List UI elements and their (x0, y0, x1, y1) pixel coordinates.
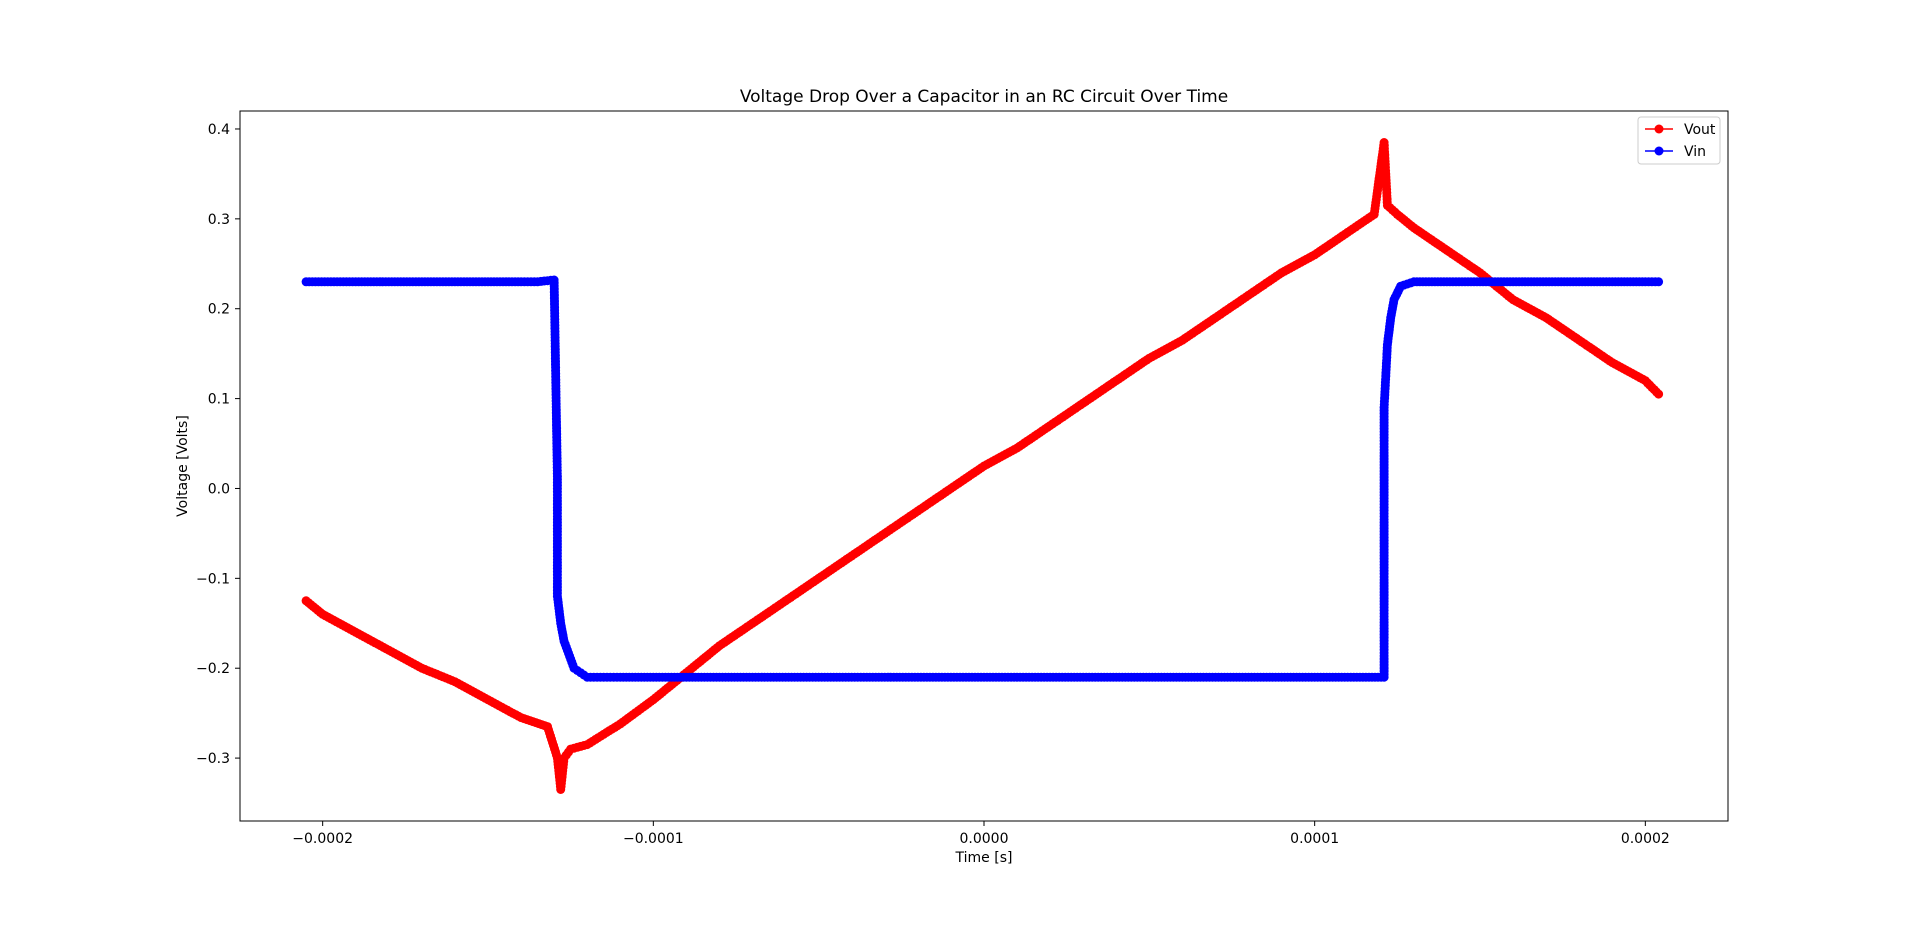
legend-marker-vout (1654, 124, 1664, 134)
y-tick-label: −0.2 (196, 661, 230, 677)
legend: Vout Vin (1637, 116, 1721, 165)
legend-entry-vin: Vin (1645, 144, 1706, 160)
data-point-vout (1654, 389, 1664, 399)
y-tick-label: 0.3 (208, 212, 230, 228)
x-tick-label: 0.0002 (1621, 831, 1670, 847)
x-tick-label: −0.0001 (623, 831, 684, 847)
y-tick-label: 0.1 (208, 392, 230, 408)
series-points-vin (301, 275, 1664, 682)
x-tick-label: 0.0000 (960, 831, 1009, 847)
data-point-vin (1654, 277, 1664, 287)
legend-entry-vout: Vout (1645, 122, 1716, 138)
legend-label-vin: Vin (1684, 144, 1706, 160)
chart-title: Voltage Drop Over a Capacitor in an RC C… (740, 87, 1228, 107)
x-axis-label: Time [s] (955, 850, 1013, 866)
y-tick-label: 0.4 (208, 122, 230, 138)
y-axis-ticks: −0.3 −0.2 −0.1 0.0 0.1 0.2 0.3 0.4 (196, 122, 240, 767)
legend-label-vout: Vout (1684, 122, 1716, 138)
y-tick-label: −0.3 (196, 751, 230, 767)
y-tick-label: 0.0 (208, 481, 230, 497)
series-layer (301, 138, 1664, 794)
y-tick-label: −0.1 (196, 571, 230, 587)
x-axis-ticks: −0.0002 −0.0001 0.0000 0.0001 0.0002 (292, 821, 1670, 847)
y-axis-label: Voltage [Volts] (175, 415, 191, 517)
x-tick-label: −0.0002 (292, 831, 353, 847)
y-tick-label: 0.2 (208, 302, 230, 318)
x-tick-label: 0.0001 (1290, 831, 1339, 847)
legend-marker-vin (1654, 146, 1664, 156)
